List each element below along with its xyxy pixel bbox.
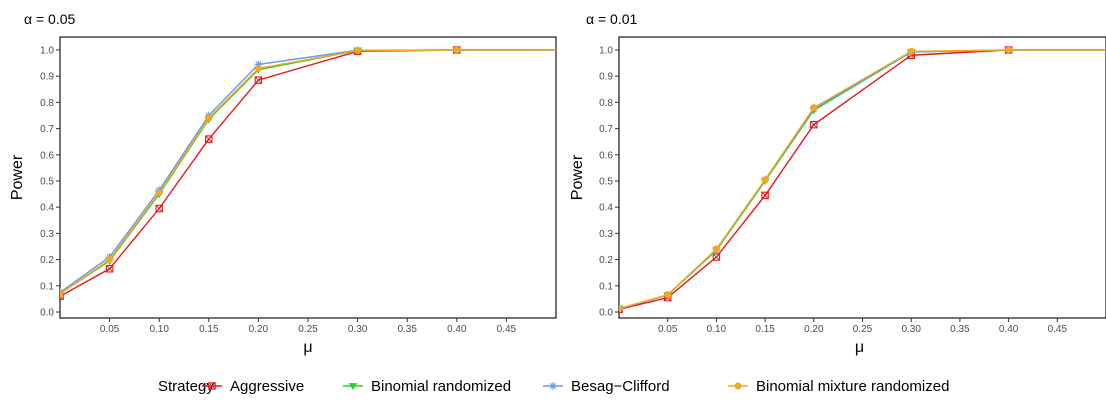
series-line <box>619 49 1106 310</box>
y-tick-label: 0.8 <box>599 98 613 109</box>
legend-label: Binomial randomized <box>371 378 511 395</box>
y-tick-label: 0.3 <box>599 229 613 240</box>
x-tick-label: 0.25 <box>853 324 873 335</box>
data-point <box>106 256 114 264</box>
y-tick-label: 0.7 <box>599 124 613 135</box>
data-point <box>810 104 818 112</box>
data-point <box>254 64 262 72</box>
y-tick-label: 0.5 <box>599 177 613 188</box>
data-point <box>105 265 114 273</box>
series-layer <box>619 46 1106 314</box>
x-tick-label: 0.25 <box>298 324 318 335</box>
series-line <box>619 49 1106 310</box>
x-tick-label: 0.05 <box>658 324 678 335</box>
legend-item: Binomial randomized <box>343 378 511 395</box>
plot-frame <box>59 36 557 319</box>
series-layer <box>60 46 556 301</box>
series-line <box>60 49 556 295</box>
legend-label: Besag−Clifford <box>571 378 670 395</box>
data-point <box>354 47 362 55</box>
series-line <box>60 49 556 297</box>
y-tick-label: 0.9 <box>599 72 613 83</box>
y-tick-label: 0.3 <box>40 229 54 240</box>
y-tick-label: 0.4 <box>40 203 54 214</box>
x-tick-label: 0.20 <box>249 324 269 335</box>
data-point <box>761 191 769 200</box>
data-point <box>155 189 163 197</box>
legend: Strategy Aggressive Binomial randomized Be… <box>158 378 949 395</box>
x-tick-label: 0.05 <box>100 324 120 335</box>
series-line <box>619 49 1106 311</box>
x-tick-label: 0.15 <box>199 324 219 335</box>
data-point <box>205 135 213 143</box>
legend-key-marker <box>734 382 742 390</box>
y-tick-label: 0.0 <box>599 308 613 319</box>
x-tick-label: 0.30 <box>901 324 921 335</box>
y-tick-label: 0.0 <box>40 308 54 319</box>
x-axis-title: μ <box>855 339 864 356</box>
y-tick-label: 0.2 <box>599 255 613 266</box>
legend-label: Aggressive <box>230 378 304 395</box>
legend-label: Binomial mixture randomized <box>756 378 949 395</box>
y-tick-label: 0.1 <box>40 281 54 292</box>
data-point <box>205 114 213 122</box>
legend-title: Strategy <box>158 378 214 395</box>
y-tick-label: 0.5 <box>40 177 54 188</box>
series-line <box>60 49 556 293</box>
data-point <box>60 290 64 298</box>
y-tick-label: 0.6 <box>599 150 613 161</box>
data-point <box>712 245 720 253</box>
y-axis-title: Power <box>569 154 586 200</box>
data-point <box>712 253 721 261</box>
legend-key-marker <box>348 383 358 391</box>
y-tick-label: 0.8 <box>40 98 54 109</box>
data-point <box>761 176 769 184</box>
panel-title: α = 0.01 <box>586 11 638 27</box>
x-tick-label: 0.15 <box>755 324 775 335</box>
y-tick-label: 0.2 <box>40 255 54 266</box>
data-point <box>155 204 163 213</box>
data-point <box>1005 46 1013 54</box>
data-point <box>453 46 461 54</box>
y-axis-title: Power <box>9 154 26 200</box>
y-tick-label: 0.4 <box>599 203 613 214</box>
y-tick-label: 0.6 <box>40 150 54 161</box>
data-point <box>907 47 915 55</box>
x-tick-label: 0.45 <box>1048 324 1068 335</box>
y-tick-label: 1.0 <box>40 46 54 57</box>
series-line <box>60 49 556 295</box>
x-axis-title: μ <box>303 339 312 356</box>
x-tick-label: 0.35 <box>950 324 970 335</box>
x-tick-label: 0.40 <box>447 324 467 335</box>
legend-key-marker <box>549 382 557 390</box>
data-point <box>810 120 818 129</box>
x-tick-label: 0.35 <box>397 324 417 335</box>
y-tick-label: 0.9 <box>40 72 54 83</box>
x-tick-label: 0.10 <box>707 324 727 335</box>
panel-alpha-0-01: α = 0.01 0.0 0.1 0.2 0.3 0.4 0.5 0.6 0.7 0.8 0.9 1.… <box>569 11 1106 356</box>
y-tick-label: 1.0 <box>599 46 613 57</box>
x-tick-label: 0.10 <box>149 324 169 335</box>
panel-title: α = 0.05 <box>24 11 76 27</box>
y-tick-label: 0.7 <box>40 124 54 135</box>
legend-key-marker <box>208 382 216 390</box>
data-point <box>664 291 672 299</box>
panel-alpha-0-05: α = 0.05 0.0 0.1 0.2 0.3 0.4 0.5 0.6 0.7 0.8 0.9 1.… <box>9 11 557 356</box>
legend-item: Binomial mixture randomized <box>728 378 949 395</box>
data-point <box>254 76 263 84</box>
x-tick-label: 0.40 <box>999 324 1019 335</box>
legend-item: Besag−Clifford <box>543 378 670 395</box>
series-line <box>619 49 1106 310</box>
x-tick-label: 0.45 <box>497 324 517 335</box>
x-tick-label: 0.30 <box>348 324 368 335</box>
x-tick-label: 0.20 <box>804 324 824 335</box>
legend-item: Aggressive <box>202 378 304 395</box>
y-tick-label: 0.1 <box>599 281 613 292</box>
data-point <box>619 305 623 313</box>
